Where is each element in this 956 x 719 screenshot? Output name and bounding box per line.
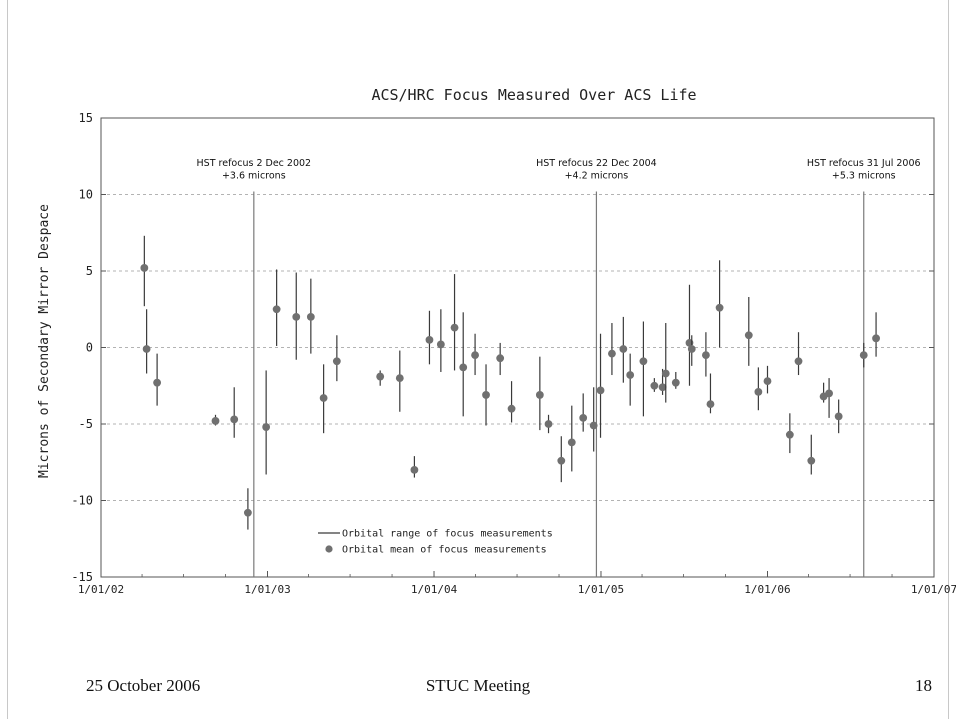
mean-point <box>872 334 880 343</box>
mean-point <box>535 391 544 399</box>
mean-point <box>715 303 724 312</box>
x-axis-ticks: 1/01/02 1/01/03 1/01/04 1/01/05 1/01/06 1/01/… <box>78 571 956 596</box>
mean-point <box>211 417 220 425</box>
mean-point <box>557 456 566 465</box>
x-tick-label: 1/01/07 <box>911 583 956 596</box>
mean-point <box>658 383 667 392</box>
mean-point <box>319 394 328 402</box>
x-tick-label: 1/01/02 <box>78 583 124 596</box>
legend: Orbital range of focus measurements Orbi… <box>318 529 553 556</box>
mean-point <box>142 345 151 353</box>
footer-meeting: STUC Meeting <box>425 676 531 695</box>
mean-point <box>450 323 459 332</box>
mean-point <box>306 313 315 321</box>
mean-point <box>859 351 868 360</box>
mean-point <box>706 400 715 409</box>
mean-point <box>272 305 281 314</box>
footer-page-number: 18 <box>915 676 932 695</box>
y-axis-label: Microns of Secondary Mirror Despace <box>37 204 52 478</box>
chart-title: ACS/HRC Focus Measured Over ACS Life <box>371 86 696 104</box>
mean-point <box>619 345 628 353</box>
y-tick-label: 15 <box>79 111 93 125</box>
mean-point <box>687 345 696 353</box>
mean-point <box>544 420 553 428</box>
mean-point <box>140 264 149 272</box>
refocus-label: HST refocus 22 Dec 2004 <box>536 158 657 169</box>
footer-date: 25 October 2006 <box>86 676 201 695</box>
refocus-label: HST refocus 2 Dec 2002 <box>197 158 312 169</box>
mean-point <box>153 378 162 387</box>
mean-point <box>794 357 803 366</box>
mean-point <box>579 413 588 422</box>
mean-point <box>626 371 635 379</box>
mean-point <box>496 354 505 363</box>
mean-point <box>376 372 385 381</box>
mean-point <box>567 438 576 447</box>
y-tick-label: 5 <box>86 264 93 278</box>
slide-frame-right <box>948 0 949 719</box>
legend-entry-mean: Orbital mean of focus measurements <box>342 545 547 556</box>
mean-point <box>702 351 710 360</box>
y-tick-label: -5 <box>79 417 93 431</box>
mean-point <box>292 313 301 321</box>
focus-chart: ACS/HRC Focus Measured Over ACS Life Mic… <box>37 86 956 596</box>
mean-point <box>661 369 670 378</box>
mean-point <box>807 456 816 465</box>
mean-point <box>639 357 648 366</box>
mean-point <box>262 423 271 431</box>
mean-point <box>425 335 434 344</box>
mean-point <box>754 387 763 396</box>
y-tick-label: 0 <box>86 341 93 355</box>
mean-point <box>596 386 605 395</box>
y-axis-ticks: 15 10 5 0 -5 -10 -15 <box>71 111 934 584</box>
mean-point <box>785 430 794 439</box>
mean-point <box>471 351 479 360</box>
mean-point <box>243 508 252 517</box>
mean-point <box>507 404 516 413</box>
x-tick-label: 1/01/06 <box>744 583 790 596</box>
x-tick-label: 1/01/03 <box>244 583 290 596</box>
y-tick-label: 10 <box>79 188 93 202</box>
legend-entry-range: Orbital range of focus measurements <box>342 529 553 540</box>
mean-point <box>482 391 490 399</box>
y-tick-label: -10 <box>71 494 93 508</box>
mean-point <box>332 357 341 366</box>
mean-point <box>230 415 239 424</box>
y-tick-label: -15 <box>71 570 93 584</box>
mean-point <box>459 363 468 372</box>
refocus-amount: +3.6 microns <box>222 170 286 181</box>
mean-point <box>608 349 616 358</box>
mean-point <box>395 374 404 382</box>
data-marks <box>140 235 880 530</box>
refocus-label: HST refocus 31 Jul 2006 <box>807 158 921 169</box>
refocus-markers: HST refocus 2 Dec 2002+3.6 microns HST re… <box>197 158 921 577</box>
mean-point <box>436 340 445 349</box>
refocus-amount: +4.2 microns <box>565 170 629 181</box>
grid-lines <box>101 194 934 501</box>
legend-dot-symbol <box>325 545 333 553</box>
x-tick-label: 1/01/05 <box>578 583 624 596</box>
mean-point <box>589 421 598 430</box>
refocus-amount: +5.3 microns <box>832 170 896 181</box>
slide-frame-left <box>7 0 8 719</box>
mean-point <box>834 412 843 421</box>
mean-point <box>744 331 753 340</box>
mean-point <box>825 389 833 398</box>
mean-point <box>671 378 680 387</box>
x-tick-label: 1/01/04 <box>411 583 458 596</box>
mean-point <box>650 381 659 390</box>
mean-point <box>763 377 772 386</box>
mean-point <box>410 466 419 474</box>
